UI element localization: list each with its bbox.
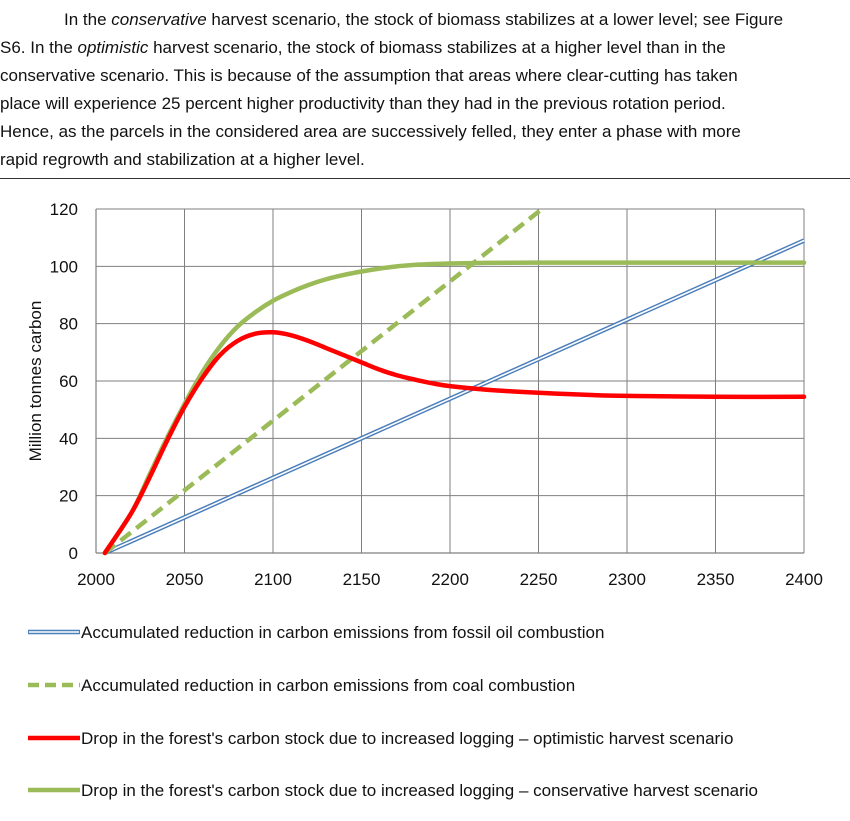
- emphasis-optimistic: optimistic: [77, 38, 149, 57]
- paragraph-line-4: place will experience 25 percent higher …: [0, 94, 726, 113]
- section-divider: [0, 178, 850, 179]
- y-tick-label: 120: [50, 200, 78, 219]
- x-tick-label: 2300: [608, 570, 646, 589]
- legend-label: Drop in the forest's carbon stock due to…: [81, 729, 733, 748]
- x-tick-label: 2400: [785, 570, 823, 589]
- series-line-optimistic: [102, 329, 807, 556]
- body-paragraph: In the conservative harvest scenario, th…: [0, 6, 848, 174]
- y-tick-label: 40: [59, 429, 78, 448]
- text-fragment: S6. In the: [0, 38, 78, 57]
- y-tick-label: 80: [59, 315, 78, 334]
- series-line-fossil-oil-inner: [104, 239, 805, 554]
- y-tick-label: 20: [59, 487, 78, 506]
- text-fragment: harvest scenario, the stock of biomass s…: [148, 38, 726, 57]
- x-tick-label: 2150: [343, 570, 381, 589]
- legend-label: Drop in the forest's carbon stock due to…: [81, 781, 758, 800]
- x-tick-label: 2050: [166, 570, 204, 589]
- y-tick-label: 100: [50, 257, 78, 276]
- legend-label: Accumulated reduction in carbon emission…: [81, 623, 604, 642]
- paragraph-line-5: Hence, as the parcels in the considered …: [0, 122, 741, 141]
- x-tick-label: 2250: [520, 570, 558, 589]
- series-line-conservative: [102, 260, 807, 556]
- text-fragment: harvest scenario, the stock of biomass s…: [206, 10, 784, 29]
- y-axis-label: Million tonnes carbon: [26, 301, 45, 462]
- x-tick-label: 2350: [697, 570, 735, 589]
- y-tick-label: 60: [59, 372, 78, 391]
- x-tick-label: 2100: [254, 570, 292, 589]
- paragraph-line-2: S6. In the optimistic harvest scenario, …: [0, 34, 848, 62]
- legend-label: Accumulated reduction in carbon emission…: [81, 676, 575, 695]
- series-line-coal: [103, 207, 544, 555]
- x-tick-label: 2200: [431, 570, 469, 589]
- paragraph-line-6: rapid regrowth and stabilization at a hi…: [0, 150, 365, 169]
- line-chart: 2000 2050 2100 2150 2200 2250 2300 2350 2400 0 20 4…: [26, 200, 823, 800]
- y-tick-label: 0: [69, 544, 78, 563]
- paragraph-line-3: conservative scenario. This is because o…: [0, 66, 738, 85]
- emphasis-conservative: conservative: [111, 10, 207, 29]
- text-fragment: In the: [64, 10, 112, 29]
- x-tick-label: 2000: [77, 570, 115, 589]
- paragraph-line-1: In the conservative harvest scenario, th…: [0, 6, 848, 34]
